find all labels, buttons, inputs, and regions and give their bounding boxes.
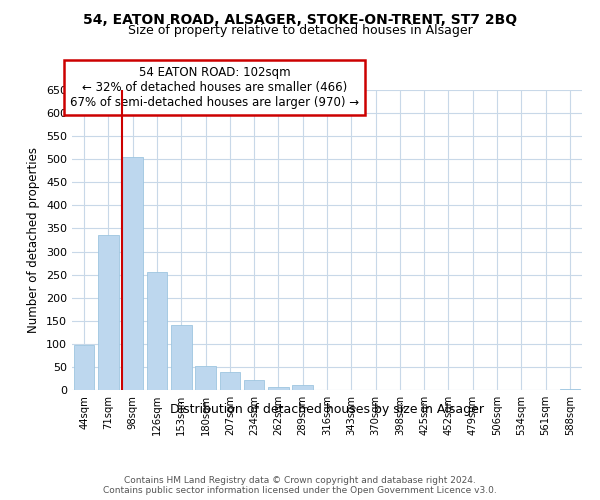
Bar (244, 380, 265, 390)
Bar (560, 388, 580, 390)
Text: 54 EATON ROAD: 102sqm
← 32% of detached houses are smaller (466)
67% of semi-det: 54 EATON ROAD: 102sqm ← 32% of detached … (70, 66, 359, 109)
Y-axis label: Number of detached properties: Number of detached properties (28, 147, 40, 333)
Text: Size of property relative to detached houses in Alsager: Size of property relative to detached ho… (128, 24, 472, 37)
Bar (122, 157, 143, 390)
Bar (268, 387, 289, 390)
Text: Contains HM Land Registry data © Crown copyright and database right 2024.
Contai: Contains HM Land Registry data © Crown c… (103, 476, 497, 495)
Bar (98, 236, 119, 390)
Bar (292, 386, 313, 390)
Bar (195, 366, 216, 390)
Bar (171, 326, 191, 390)
Bar (146, 272, 167, 390)
Bar (74, 345, 94, 390)
Bar (220, 372, 240, 390)
Text: 54, EATON ROAD, ALSAGER, STOKE-ON-TRENT, ST7 2BQ: 54, EATON ROAD, ALSAGER, STOKE-ON-TRENT,… (83, 12, 517, 26)
Text: Distribution of detached houses by size in Alsager: Distribution of detached houses by size … (170, 402, 484, 415)
